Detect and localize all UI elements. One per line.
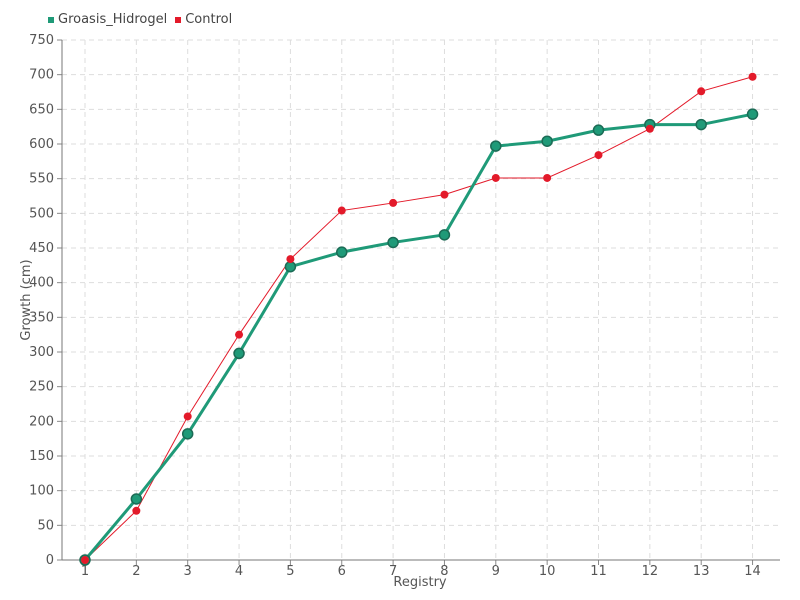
legend-label-control: Control xyxy=(185,12,233,27)
y-tick-label: 550 xyxy=(29,172,54,187)
x-tick-label: 3 xyxy=(184,564,192,579)
grid xyxy=(62,39,780,560)
y-tick-label: 650 xyxy=(29,102,54,117)
data-point-control[interactable] xyxy=(491,173,500,182)
data-point-control[interactable] xyxy=(286,255,295,264)
axes: 0 50 100 150 200 250 300 350 400 450 500 550 600 650 7… xyxy=(29,33,780,579)
x-tick-label: 9 xyxy=(492,564,500,579)
y-tick-label: 700 xyxy=(29,68,54,83)
x-tick-label: 1 xyxy=(81,564,89,579)
data-point-control[interactable] xyxy=(81,556,89,564)
data-point-control[interactable] xyxy=(594,151,603,160)
x-tick-label: 13 xyxy=(693,564,710,579)
series-line-control xyxy=(84,76,753,561)
data-point-control[interactable] xyxy=(748,72,757,81)
data-point-control[interactable] xyxy=(440,190,449,199)
y-tick-label: 450 xyxy=(29,241,54,256)
y-tick-label: 500 xyxy=(29,206,54,221)
data-point-control[interactable] xyxy=(389,198,398,207)
x-tick-label: 12 xyxy=(642,564,659,579)
data-point-control[interactable] xyxy=(337,206,346,215)
legend-swatch-groasis xyxy=(48,16,54,23)
series-layer xyxy=(79,72,759,566)
data-point-groasis[interactable] xyxy=(181,428,194,440)
y-tick-label: 400 xyxy=(29,276,54,291)
x-tick-label: 2 xyxy=(132,564,140,579)
y-tick-label: 0 xyxy=(46,553,54,568)
series-line-groasis xyxy=(83,112,753,561)
y-tick-label: 350 xyxy=(29,310,54,325)
data-point-control[interactable] xyxy=(132,506,141,515)
x-axis-label: Registry xyxy=(393,575,447,590)
data-point-groasis[interactable] xyxy=(284,260,297,273)
y-tick-label: 150 xyxy=(29,449,54,464)
legend-label-groasis: Groasis_Hidrogel xyxy=(58,12,168,27)
data-point-control[interactable] xyxy=(645,124,654,133)
y-tick-label: 50 xyxy=(37,518,54,533)
y-tick-label: 200 xyxy=(29,414,54,429)
data-point-control[interactable] xyxy=(183,412,192,421)
x-tick-label: 14 xyxy=(744,564,761,579)
y-tick-label: 250 xyxy=(29,380,54,395)
y-tick-label: 600 xyxy=(29,137,54,152)
data-point-groasis[interactable] xyxy=(695,118,707,131)
legend: Groasis_Hidrogel Control xyxy=(48,12,240,27)
data-point-groasis[interactable] xyxy=(541,135,553,147)
x-tick-label: 7 xyxy=(389,564,397,579)
y-tick-label: 100 xyxy=(29,484,54,499)
data-point-control[interactable] xyxy=(543,173,552,182)
legend-item-control[interactable]: Control xyxy=(175,12,232,27)
data-point-groasis[interactable] xyxy=(746,108,759,120)
data-point-groasis[interactable] xyxy=(438,229,451,241)
data-point-groasis[interactable] xyxy=(490,140,502,152)
data-point-control[interactable] xyxy=(697,87,706,96)
x-tick-label: 5 xyxy=(286,564,294,579)
x-tick-label: 10 xyxy=(539,564,556,579)
y-tick-label: 750 xyxy=(29,33,54,48)
x-tick-label: 8 xyxy=(440,564,448,579)
data-point-groasis[interactable] xyxy=(233,347,245,360)
data-point-control[interactable] xyxy=(235,330,244,339)
data-point-groasis[interactable] xyxy=(592,124,605,136)
x-tick-label: 6 xyxy=(338,564,346,579)
y-axis-label: Growth (cm) xyxy=(19,259,34,340)
y-tick-label: 300 xyxy=(29,345,54,360)
legend-swatch-control xyxy=(175,16,182,23)
legend-item-groasis[interactable]: Groasis_Hidrogel xyxy=(48,12,167,27)
data-point-groasis[interactable] xyxy=(387,236,399,249)
x-tick-label: 11 xyxy=(590,564,607,579)
x-tick-label: 4 xyxy=(235,564,243,579)
data-point-groasis[interactable] xyxy=(336,246,348,258)
data-point-groasis[interactable] xyxy=(130,493,143,505)
